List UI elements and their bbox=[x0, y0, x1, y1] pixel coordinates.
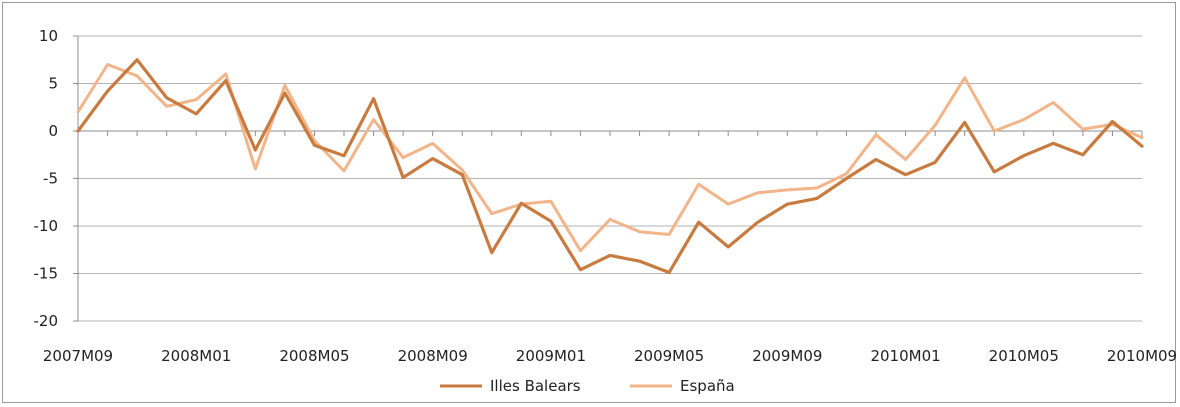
axes: 10 5 0 -5 -10 -15 -20 2007M09 2008M01 2008M05 2008… bbox=[34, 27, 1178, 365]
x-tick-label: 2008M01 bbox=[161, 347, 231, 365]
grid-lines bbox=[78, 35, 1142, 322]
series-line-españa bbox=[76, 63, 1144, 253]
y-tick-label: 10 bbox=[39, 27, 58, 45]
x-tick-label: 2010M05 bbox=[989, 347, 1059, 365]
legend: Illes Balears España bbox=[440, 377, 735, 395]
x-tick-label: 2009M09 bbox=[752, 347, 822, 365]
y-tick-label: -5 bbox=[43, 170, 58, 188]
x-tick-label: 2008M05 bbox=[279, 347, 349, 365]
y-tick-label: -15 bbox=[34, 265, 59, 283]
x-tick-label: 2008M09 bbox=[398, 347, 468, 365]
x-tick-label: 2007M09 bbox=[43, 347, 113, 365]
series-line-illes-balears bbox=[76, 58, 1144, 275]
legend-label: España bbox=[680, 377, 735, 395]
series-lines bbox=[76, 58, 1144, 275]
y-tick-label: 5 bbox=[48, 75, 58, 93]
y-tick-label: 0 bbox=[48, 122, 58, 140]
x-tick-label: 2009M01 bbox=[516, 347, 586, 365]
x-tick-label: 2009M05 bbox=[634, 347, 704, 365]
y-tick-label: -10 bbox=[34, 217, 59, 235]
x-tick-label: 2010M09 bbox=[1107, 347, 1177, 365]
legend-label: Illes Balears bbox=[490, 377, 581, 395]
x-tick-label: 2010M01 bbox=[870, 347, 940, 365]
y-tick-label: -20 bbox=[34, 312, 59, 330]
